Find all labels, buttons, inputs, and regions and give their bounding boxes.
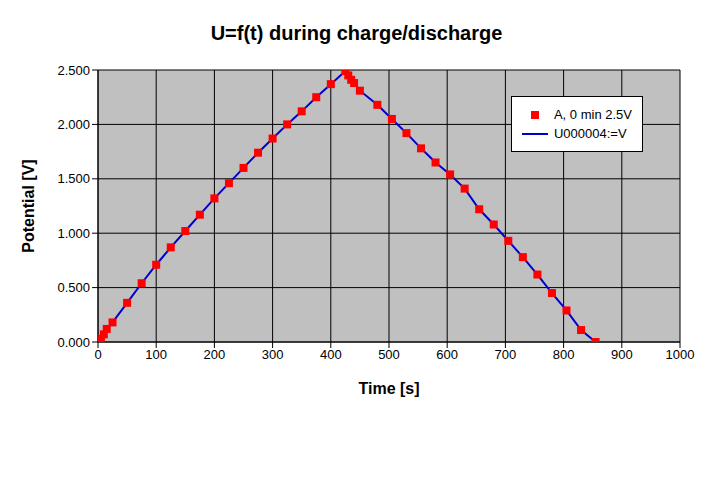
svg-text:800: 800 <box>553 347 575 362</box>
svg-text:2.000: 2.000 <box>57 117 90 132</box>
svg-text:2.500: 2.500 <box>57 63 90 78</box>
svg-text:400: 400 <box>320 347 342 362</box>
svg-text:500: 500 <box>378 347 400 362</box>
svg-text:300: 300 <box>262 347 284 362</box>
svg-text:200: 200 <box>204 347 226 362</box>
svg-text:900: 900 <box>611 347 633 362</box>
svg-text:Potential [V]: Potential [V] <box>20 159 37 252</box>
html-text:A, 0 min 2.5V: A, 0 min 2.5V <box>554 107 632 122</box>
svg-text:Time [s]: Time [s] <box>358 380 419 397</box>
svg-text:100: 100 <box>145 347 167 362</box>
svg-text:600: 600 <box>436 347 458 362</box>
html-text:U=f(t) during charge/discharge: U=f(t) during charge/discharge <box>210 22 503 44</box>
svg-text:0.000: 0.000 <box>57 335 90 350</box>
svg-text:1000: 1000 <box>666 347 695 362</box>
svg-text:0: 0 <box>94 347 101 362</box>
svg-text:700: 700 <box>495 347 517 362</box>
svg-text:1.500: 1.500 <box>57 171 90 186</box>
svg-text:1.000: 1.000 <box>57 226 90 241</box>
svg-text:0.500: 0.500 <box>57 280 90 295</box>
html-text:U000004:=V: U000004:=V <box>554 126 627 141</box>
